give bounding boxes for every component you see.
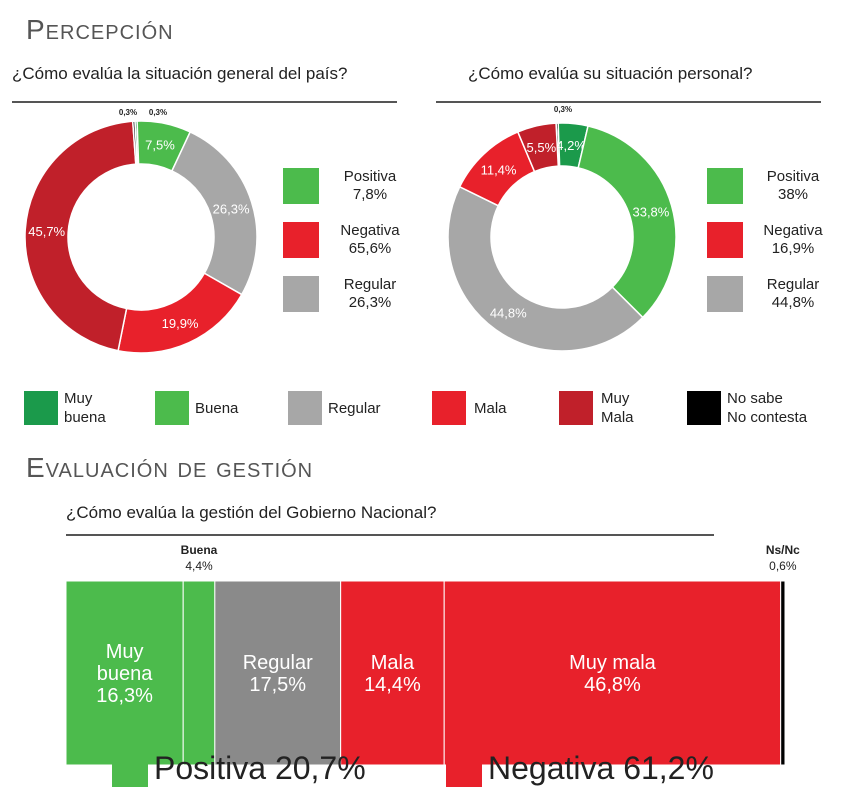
legend-label-buena: Buena	[195, 400, 239, 417]
bar-label: 14,4%	[364, 674, 421, 696]
legend-label-muy-mala: Muy Mala	[601, 389, 634, 427]
summary-name: Regular	[766, 276, 820, 293]
legend-line: buena	[64, 409, 106, 426]
bar-label: Muy	[106, 641, 144, 663]
legend-swatch-ns-nc	[687, 391, 721, 425]
section-title-percepcion: Percepción	[26, 14, 174, 45]
question-pais: ¿Cómo evalúa la situación general del pa…	[12, 64, 348, 83]
bar-label: 17,5%	[249, 674, 306, 696]
summary-item: Regular 26,3%	[325, 276, 415, 312]
bar-label: 16,3%	[96, 685, 153, 707]
slice-label: 26,3%	[213, 201, 250, 216]
bar-label: 46,8%	[584, 674, 641, 696]
bar-label: Mala	[371, 652, 415, 674]
summary-item: Regular 44,8%	[748, 276, 838, 312]
slice-label: 0,3%	[149, 108, 167, 117]
summary-name: Regular	[343, 276, 397, 293]
slice-label: 44,8%	[490, 305, 527, 320]
slice-label: 45,7%	[28, 224, 65, 239]
summary-swatch-regular	[283, 276, 319, 312]
summary-name: Positiva	[766, 168, 820, 185]
divider-personal	[436, 101, 821, 103]
summary-swatch-negativa	[283, 222, 319, 258]
summary-value: 26,3%	[348, 294, 392, 311]
legend-label-mala: Mala	[474, 400, 507, 417]
donut-slice	[136, 120, 192, 172]
legend-line: Muy	[601, 390, 630, 407]
summary-item: Positiva 7,8%	[325, 168, 415, 204]
legend-line: Mala	[601, 409, 634, 426]
donut-slice	[170, 130, 258, 296]
slice-label: 11,4%	[481, 163, 517, 178]
bar-top-label: 0,6%	[769, 559, 797, 573]
summary-value: 7,8%	[352, 186, 388, 203]
bar-segment	[182, 580, 216, 766]
slice-label: 4,2%	[556, 138, 586, 153]
bar-top-label: Ns/Nc	[766, 543, 800, 557]
total-positiva: Positiva 20,7%	[112, 750, 366, 787]
question-personal: ¿Cómo evalúa su situación personal?	[468, 64, 753, 83]
summary-item: Positiva 38%	[748, 168, 838, 204]
bar-segment	[340, 580, 445, 766]
donut-slice	[131, 120, 138, 165]
bar-label: buena	[97, 663, 153, 685]
legend-swatch-mala	[432, 391, 466, 425]
total-negativa: Negativa 61,2%	[446, 750, 714, 787]
donut-slice	[516, 122, 560, 173]
summary-value: 38%	[777, 186, 809, 203]
slice-label: 0,3%	[119, 108, 137, 117]
slice-label: 5,5%	[527, 140, 557, 155]
total-negativa-label: Negativa 61,2%	[488, 750, 714, 786]
bar-label: Muy mala	[569, 652, 657, 674]
summary-name: Positiva	[343, 168, 397, 185]
bar-segment	[65, 580, 184, 766]
bar-segment	[214, 580, 342, 766]
total-negativa-swatch	[446, 750, 482, 787]
bar-segment	[780, 580, 786, 766]
legend-line: No contesta	[727, 409, 808, 426]
summary-value: 44,8%	[771, 294, 815, 311]
summary-item: Negativa 65,6%	[325, 222, 415, 258]
legend-line: No sabe	[727, 390, 783, 407]
summary-item: Negativa 16,9%	[748, 222, 838, 258]
bar-label: Regular	[243, 652, 313, 674]
legend-label-regular: Regular	[328, 400, 381, 417]
legend-line: Muy	[64, 390, 93, 407]
total-positiva-swatch	[112, 750, 148, 787]
summary-swatch-negativa	[707, 222, 743, 258]
bar-top-label: 4,4%	[185, 559, 213, 573]
summary-swatch-positiva	[283, 168, 319, 204]
summary-swatch-regular	[707, 276, 743, 312]
slice-label: 7,5%	[145, 137, 175, 152]
donut-slice	[134, 120, 140, 165]
summary-value: 16,9%	[771, 240, 815, 257]
summary-name: Negativa	[340, 222, 400, 239]
donut-slice	[458, 130, 536, 207]
donut-slice	[577, 125, 677, 319]
question-gestion: ¿Cómo evalúa la gestión del Gobierno Nac…	[66, 503, 437, 522]
slice-label: 0,3%	[554, 105, 572, 114]
slice-label: 33,8%	[632, 205, 669, 220]
summary-swatch-positiva	[707, 168, 743, 204]
donut-slice	[24, 120, 137, 352]
donut-slice	[447, 185, 644, 352]
divider-gestion	[66, 534, 714, 536]
legend-swatch-buena	[155, 391, 189, 425]
section-title-gestion: Evaluación de gestión	[26, 452, 314, 483]
legend-swatch-muy-buena	[24, 391, 58, 425]
legend-label-muy-buena: Muy buena	[64, 389, 106, 427]
legend-swatch-regular	[288, 391, 322, 425]
summary-value: 65,6%	[348, 240, 392, 257]
donut-slice	[117, 272, 243, 354]
donut-slice	[557, 122, 589, 169]
bar-top-label: Buena	[181, 543, 218, 557]
divider-pais	[12, 101, 397, 103]
slice-label: 19,9%	[162, 316, 199, 331]
legend-swatch-muy-mala	[559, 391, 593, 425]
donut-slice	[555, 122, 561, 167]
total-positiva-label: Positiva 20,7%	[154, 750, 366, 786]
legend-label-ns-nc: No sabe No contesta	[727, 389, 807, 427]
summary-name: Negativa	[763, 222, 823, 239]
